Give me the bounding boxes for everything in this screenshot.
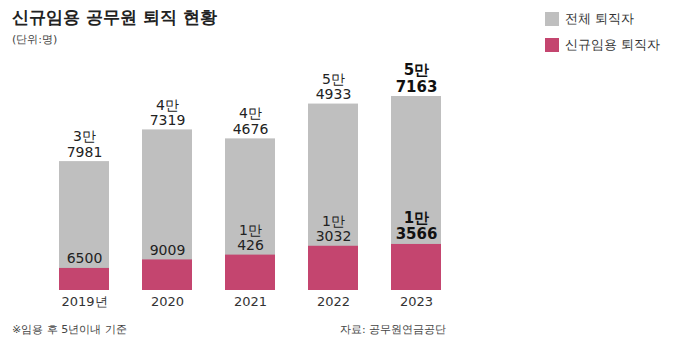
- html-text:신규임용 공무원 퇴직 현황: 신규임용 공무원 퇴직 현황: [12, 7, 217, 27]
- html-text:전체 퇴직자: 전체 퇴직자: [565, 11, 635, 26]
- svg-text:5만7163: 5만7163: [396, 61, 438, 96]
- html-text:자료: 공무원연금공단: 자료: 공무원연금공단: [340, 323, 447, 336]
- svg-text:2020: 2020: [151, 294, 184, 309]
- svg-text:4만4676: 4만4676: [233, 105, 269, 136]
- svg-text:2019년: 2019년: [61, 294, 107, 309]
- svg-text:1만3032: 1만3032: [316, 213, 352, 244]
- html-text:※임용 후 5년이내 기준: ※임용 후 5년이내 기준: [12, 323, 127, 336]
- svg-text:2021: 2021: [234, 294, 267, 309]
- svg-text:3만7981: 3만7981: [67, 128, 103, 159]
- html-text:신규임용 퇴직자: 신규임용 퇴직자: [565, 37, 661, 52]
- svg-text:4만7319: 4만7319: [150, 97, 186, 128]
- svg-text:1만3566: 1만3566: [396, 209, 438, 244]
- svg-text:1만426: 1만426: [237, 222, 264, 253]
- svg-text:2022: 2022: [317, 294, 350, 309]
- html-text:(단위:명): (단위:명): [12, 33, 58, 46]
- svg-text:2023: 2023: [400, 294, 433, 309]
- svg-text:9009: 9009: [150, 242, 186, 258]
- svg-text:6500: 6500: [67, 250, 103, 266]
- svg-text:5만4933: 5만4933: [316, 71, 352, 102]
